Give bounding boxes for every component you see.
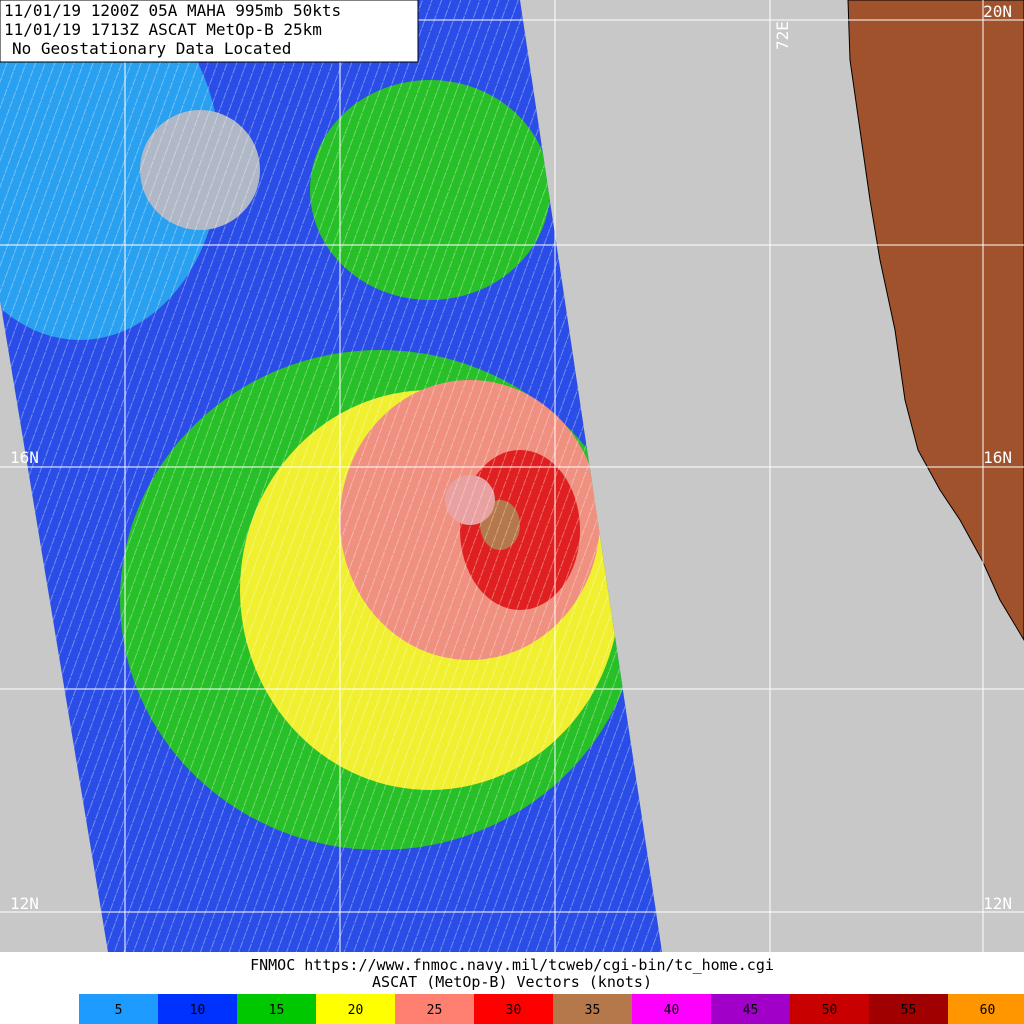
legend-swatch bbox=[790, 994, 869, 1024]
legend-label: 20 bbox=[348, 1003, 364, 1018]
header-line: 11/01/19 1713Z ASCAT MetOp-B 25km bbox=[4, 20, 322, 39]
legend-label: 45 bbox=[743, 1003, 759, 1018]
header-line: No Geostationary Data Located bbox=[12, 39, 291, 58]
lat-label: 12N bbox=[10, 894, 39, 913]
lat-label: 12N bbox=[983, 894, 1012, 913]
land bbox=[847, 0, 1024, 641]
legend-swatch bbox=[711, 994, 790, 1024]
legend-swatch bbox=[316, 994, 395, 1024]
legend-label: 25 bbox=[427, 1003, 443, 1018]
legend-swatch bbox=[237, 994, 316, 1024]
legend-swatch bbox=[553, 994, 632, 1024]
legend-swatch bbox=[869, 994, 948, 1024]
legend-label: 55 bbox=[901, 1003, 917, 1018]
legend-label: 35 bbox=[585, 1003, 601, 1018]
legend-label: 10 bbox=[190, 1003, 206, 1018]
legend-label: 30 bbox=[506, 1003, 522, 1018]
legend-swatch bbox=[158, 994, 237, 1024]
legend-label: 5 bbox=[115, 1003, 123, 1018]
legend-swatch bbox=[474, 994, 553, 1024]
legend-swatch bbox=[395, 994, 474, 1024]
header-box bbox=[0, 0, 419, 63]
lat-label: 16N bbox=[983, 448, 1012, 467]
legend-label: 50 bbox=[822, 1003, 838, 1018]
lon-label: 72E bbox=[773, 21, 792, 50]
legend-label: 60 bbox=[980, 1003, 996, 1018]
legend-label: 40 bbox=[664, 1003, 680, 1018]
lat-label: 16N bbox=[10, 448, 39, 467]
footer-line: FNMOC https://www.fnmoc.navy.mil/tcweb/c… bbox=[250, 956, 774, 974]
legend-swatch bbox=[79, 994, 158, 1024]
legend-label: 15 bbox=[269, 1003, 285, 1018]
footer-line: ASCAT (MetOp-B) Vectors (knots) bbox=[372, 973, 652, 991]
legend-swatch bbox=[948, 994, 1024, 1024]
legend: 5 10 15 20 25 30 35 40 45 50 55 60 bbox=[79, 994, 1024, 1024]
wind-swath bbox=[0, 0, 662, 952]
legend-swatch bbox=[632, 994, 711, 1024]
graticule bbox=[0, 0, 1024, 952]
lat-label: 20N bbox=[983, 2, 1012, 21]
header-line: 11/01/19 1200Z 05A MAHA 995mb 50kts bbox=[4, 1, 341, 20]
